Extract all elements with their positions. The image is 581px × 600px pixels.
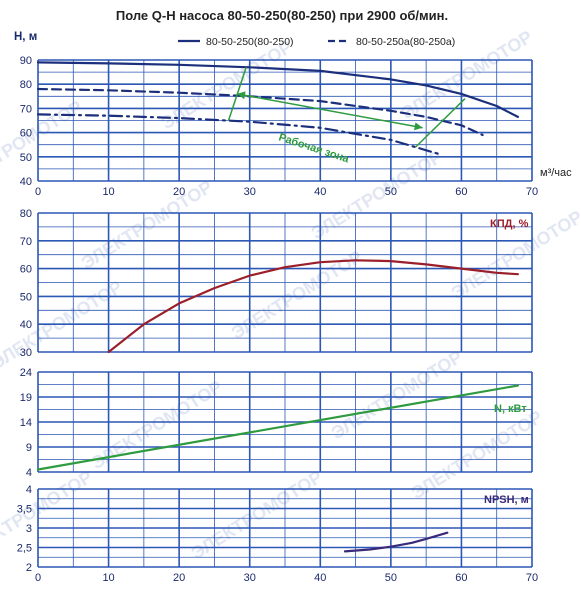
legend-label: 80-50-250(80-250) [206,36,294,48]
y-tick-label: 40 [20,176,32,188]
arrow-head [414,122,423,131]
panel-qh: 40 50 60 70 80 90 0 10 20 30 40 50 60 70 Н, м м³/час 80-… [14,31,572,198]
y-tick-label: 70 [20,236,32,248]
x-tick-label: 20 [173,572,185,584]
y-axis-label: Н, м [14,31,37,43]
watermark-text: ЭЛЕКТРОМОТОР [78,177,216,274]
y-tick-label: 3 [26,523,32,535]
series-line-power-0 [36,384,519,471]
y-tick-label: 2,5 [17,543,32,555]
series-line-qh-2 [36,113,442,156]
watermark-text: ЭЛЕКТРОМОТОР [328,347,466,444]
y-tick-label: 80 [20,79,32,91]
y-tick-label: 3,5 [17,504,32,516]
series-line-kpd-0 [107,259,519,354]
x-tick-label: 30 [244,572,256,584]
legend-label: 80-50-250а(80-250а) [356,36,455,48]
y-tick-label: 9 [26,442,32,454]
work-zone-label: Рабочая зона [277,131,351,165]
series-label-npsh: NPSH, м [484,494,529,506]
series-line-npsh-0 [343,531,449,553]
y-tick-label: 90 [20,55,32,67]
panel-kpd: 30 40 50 60 70 80 КПД, % [20,208,533,359]
x-tick-label: 40 [314,572,326,584]
x-axis-label: м³/час [540,167,572,179]
series-label-power: N, кВт [494,403,527,415]
y-tick-label: 50 [20,152,32,164]
x-tick-label: 30 [244,186,256,198]
x-tick-label: 60 [455,572,467,584]
y-tick-label: 60 [20,264,32,276]
x-tick-label: 20 [173,186,185,198]
legend: 80-50-250(80-250) 80-50-250а(80-250а) [178,36,455,48]
x-tick-label: 70 [526,186,538,198]
work-zone-arrow [236,93,423,129]
y-tick-label: 14 [20,417,32,429]
y-tick-label: 50 [20,291,32,303]
x-tick-label: 50 [385,186,397,198]
y-tick-label: 60 [20,128,32,140]
series-line-qh-0 [36,61,519,118]
watermark-text: ЭЛЕКТРОМОТОР [188,467,326,564]
x-tick-label: 70 [526,572,538,584]
y-tick-label: 4 [26,484,32,496]
x-tick-label: 0 [35,572,41,584]
y-tick-label: 24 [20,367,32,379]
y-tick-label: 40 [20,319,32,331]
y-tick-label: 4 [26,467,32,479]
y-tick-label: 19 [20,392,32,404]
watermark-text: ЭЛЕКТРОМОТОР [308,147,446,244]
x-tick-label: 0 [35,186,41,198]
panel-power: 4 9 14 19 24 N, кВт [20,367,533,479]
series-line-qh-1 [36,87,484,137]
chart-title: Поле Q-H насоса 80-50-250(80-250) при 29… [116,8,448,23]
x-tick-label: 50 [385,572,397,584]
series-label-kpd: КПД, % [490,218,529,230]
y-tick-label: 2 [26,562,32,574]
y-tick-label: 30 [20,347,32,359]
work-zone-right-boundary [415,98,466,148]
x-tick-label: 60 [455,186,467,198]
y-tick-label: 80 [20,208,32,220]
y-tick-label: 70 [20,103,32,115]
x-tick-label: 40 [314,186,326,198]
watermark-text: ЭЛЕКТРОМОТОР [0,467,96,564]
arrow-head [237,91,246,100]
x-tick-label: 10 [102,572,114,584]
x-tick-label: 10 [102,186,114,198]
